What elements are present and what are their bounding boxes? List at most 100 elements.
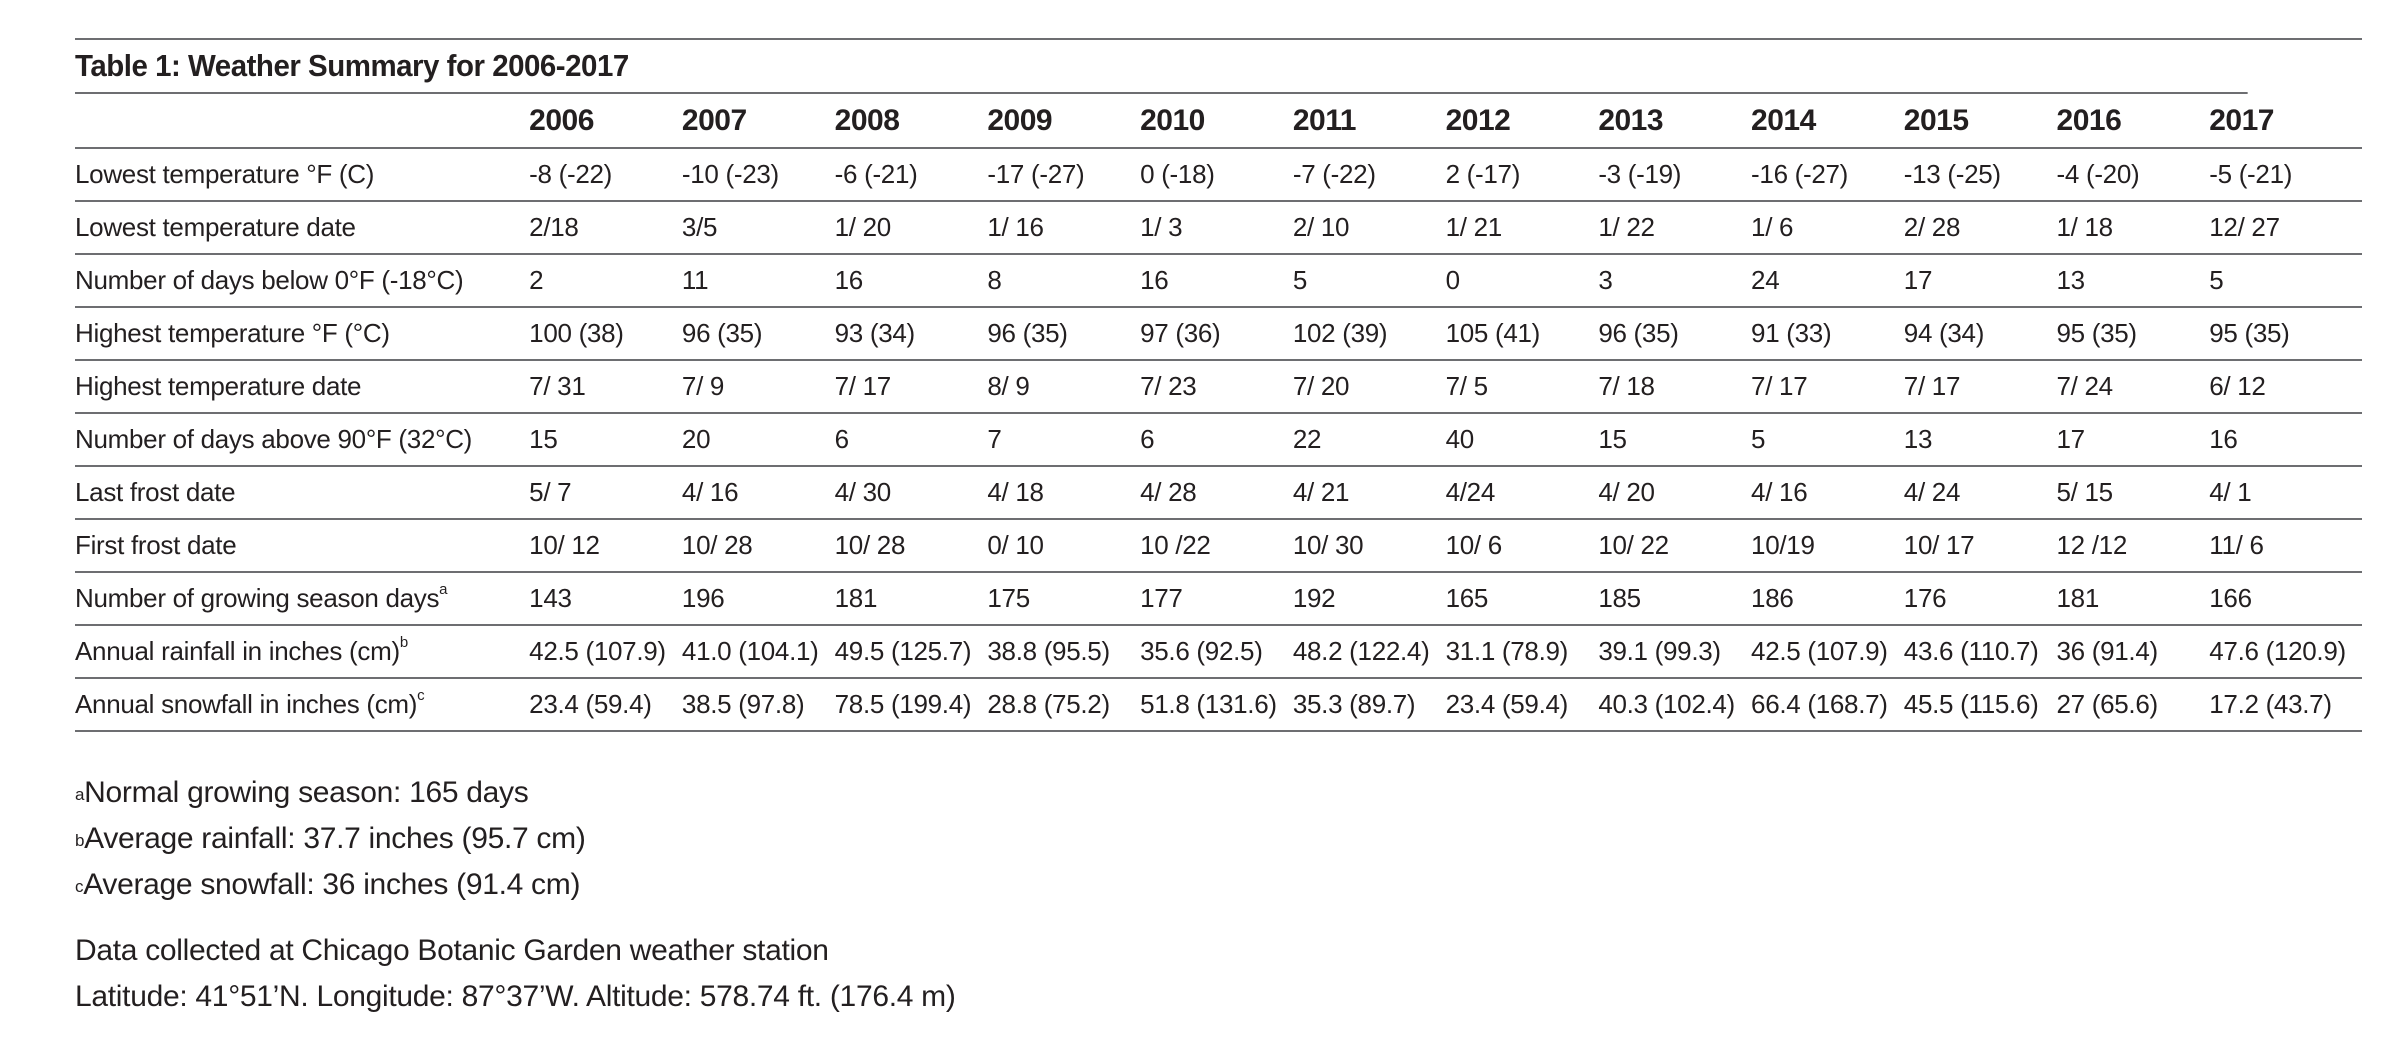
table-cell: -10 (-23) (681, 148, 835, 202)
table-cell: 5/ 7 (529, 466, 682, 520)
table-row: Annual rainfall in inches (cm)b 42.5 (107… (75, 625, 2362, 679)
row-label: Annual rainfall in inches (cm)b (75, 625, 530, 679)
table-cell: 5 (2209, 254, 2362, 308)
table-row: Highest temperature date 7/ 31 7/ 9 7/ 17 8/… (75, 360, 2362, 414)
table-cell: 22 (1292, 413, 1446, 467)
table-cell: 192 (1292, 572, 1446, 626)
table-cell: 17 (1903, 254, 2057, 308)
table-cell: 15 (1598, 413, 1752, 467)
table-cell: 2/ 28 (1903, 201, 2057, 255)
table-cell: 12/ 27 (2209, 201, 2362, 255)
table-cell: 7/ 17 (834, 360, 988, 414)
table-cell: 10/ 22 (1598, 519, 1752, 573)
table-cell: 7 (987, 413, 1141, 467)
row-label: Number of days below 0°F (-18°C) (75, 254, 530, 308)
station-info: Data collected at Chicago Botanic Garden… (75, 928, 2362, 1020)
table-cell: 1/ 16 (987, 201, 1141, 255)
row-label-text: Number of days above 90°F (32°C) (75, 424, 473, 454)
footnote-mark: a (439, 581, 448, 598)
table-cell: -5 (-21) (2209, 148, 2362, 202)
table-cell: 11 (681, 254, 835, 308)
table-cell: 10/19 (1751, 519, 1904, 573)
table-cell: 7/ 18 (1598, 360, 1752, 414)
table-cell: -8 (-22) (529, 148, 682, 202)
table-cell: 10/ 6 (1445, 519, 1599, 573)
footnote-mark: a (75, 785, 85, 804)
table-cell: 4/ 16 (1751, 466, 1904, 520)
year-header: 2006 (529, 94, 682, 149)
table-cell: 43.6 (110.7) (1903, 625, 2057, 679)
table-cell: 13 (2056, 254, 2210, 308)
table-cell: 31.1 (78.9) (1445, 625, 1599, 679)
table-cell: 66.4 (168.7) (1751, 678, 1904, 732)
year-header: 2008 (834, 94, 988, 149)
footnote-mark: b (75, 831, 85, 850)
row-label-text: Number of days below 0°F (-18°C) (75, 265, 464, 295)
table-cell: 1/ 3 (1140, 201, 1293, 255)
table-cell: 95 (35) (2209, 307, 2362, 361)
table-cell: 4/ 18 (987, 466, 1141, 520)
table-cell: 38.5 (97.8) (681, 678, 835, 732)
table-cell: 40.3 (102.4) (1598, 678, 1752, 732)
table-cell: 7/ 20 (1292, 360, 1446, 414)
table-cell: 94 (34) (1903, 307, 2057, 361)
row-label-text: First frost date (75, 530, 237, 560)
year-header: 2013 (1598, 94, 1752, 149)
footnote-mark: c (417, 687, 425, 704)
table-cell: 38.8 (95.5) (987, 625, 1141, 679)
table-cell: 13 (1903, 413, 2057, 467)
table-cell: -7 (-22) (1292, 148, 1446, 202)
table-cell: 16 (834, 254, 988, 308)
table-row: Number of days below 0°F (-18°C) 2 11 16 8 16… (75, 254, 2362, 308)
table-cell: 39.1 (99.3) (1598, 625, 1752, 679)
row-label-text: Annual rainfall in inches (cm) (75, 636, 400, 666)
table-cell: 143 (529, 572, 682, 626)
table-row: First frost date 10/ 12 10/ 28 10/ 28 0/ 10 1… (75, 519, 2362, 573)
table-cell: 23.4 (59.4) (1445, 678, 1599, 732)
table-cell: 42.5 (107.9) (529, 625, 682, 679)
year-header: 2012 (1445, 94, 1599, 149)
table-cell: 1/ 21 (1445, 201, 1599, 255)
footnote-mark: b (399, 634, 408, 651)
year-header: 2014 (1751, 94, 1904, 149)
table-cell: 3/5 (681, 201, 835, 255)
top-rule (75, 38, 2362, 40)
table-cell: 2/ 10 (1292, 201, 1446, 255)
table-cell: 0 (1445, 254, 1599, 308)
table-cell: 91 (33) (1751, 307, 1904, 361)
year-header: 2009 (987, 94, 1141, 149)
table-cell: 181 (834, 572, 988, 626)
table-cell: 1/ 22 (1598, 201, 1752, 255)
table-cell: 4/ 28 (1140, 466, 1293, 520)
table-cell: -3 (-19) (1598, 148, 1752, 202)
table-cell: 96 (35) (987, 307, 1141, 361)
table-cell: 7/ 5 (1445, 360, 1599, 414)
table-row: Lowest temperature date 2/18 3/5 1/ 20 1/ 16… (75, 201, 2362, 255)
row-label-text: Last frost date (75, 477, 236, 507)
table-cell: 185 (1598, 572, 1752, 626)
table-cell: 10/ 17 (1903, 519, 2057, 573)
footnote: bAverage rainfall: 37.7 inches (95.7 cm) (75, 816, 2362, 862)
header-row: 2006 2007 2008 2009 2010 2011 2012 2013 2014 2015… (75, 94, 2362, 149)
row-label: Highest temperature date (75, 360, 530, 414)
footnote-text: Normal growing season: 165 days (84, 776, 529, 809)
row-label-text: Highest temperature date (75, 371, 362, 401)
table-cell: 7/ 17 (1751, 360, 1904, 414)
table-cell: 105 (41) (1445, 307, 1599, 361)
coordinates-line: Latitude: 41°51’N. Longitude: 87°37’W. A… (75, 980, 956, 1013)
table-cell: -17 (-27) (987, 148, 1141, 202)
footnote-text: Average rainfall: 37.7 inches (95.7 cm) (84, 822, 586, 855)
table-cell: 40 (1445, 413, 1599, 467)
table-cell: 100 (38) (529, 307, 682, 361)
table-cell: 1/ 18 (2056, 201, 2210, 255)
table-cell: 4/ 20 (1598, 466, 1752, 520)
year-header: 2011 (1292, 94, 1446, 149)
table-cell: 10/ 30 (1292, 519, 1446, 573)
table-cell: 5/ 15 (2056, 466, 2210, 520)
table-cell: 166 (2209, 572, 2362, 626)
table-cell: 10/ 28 (681, 519, 835, 573)
table-cell: 4/ 21 (1292, 466, 1446, 520)
table-row: Annual snowfall in inches (cm)c 23.4 (59.… (75, 678, 2362, 732)
table-body: Lowest temperature °F (C) -8 (-22) -10 (-2… (75, 148, 2362, 732)
table-cell: -6 (-21) (834, 148, 988, 202)
